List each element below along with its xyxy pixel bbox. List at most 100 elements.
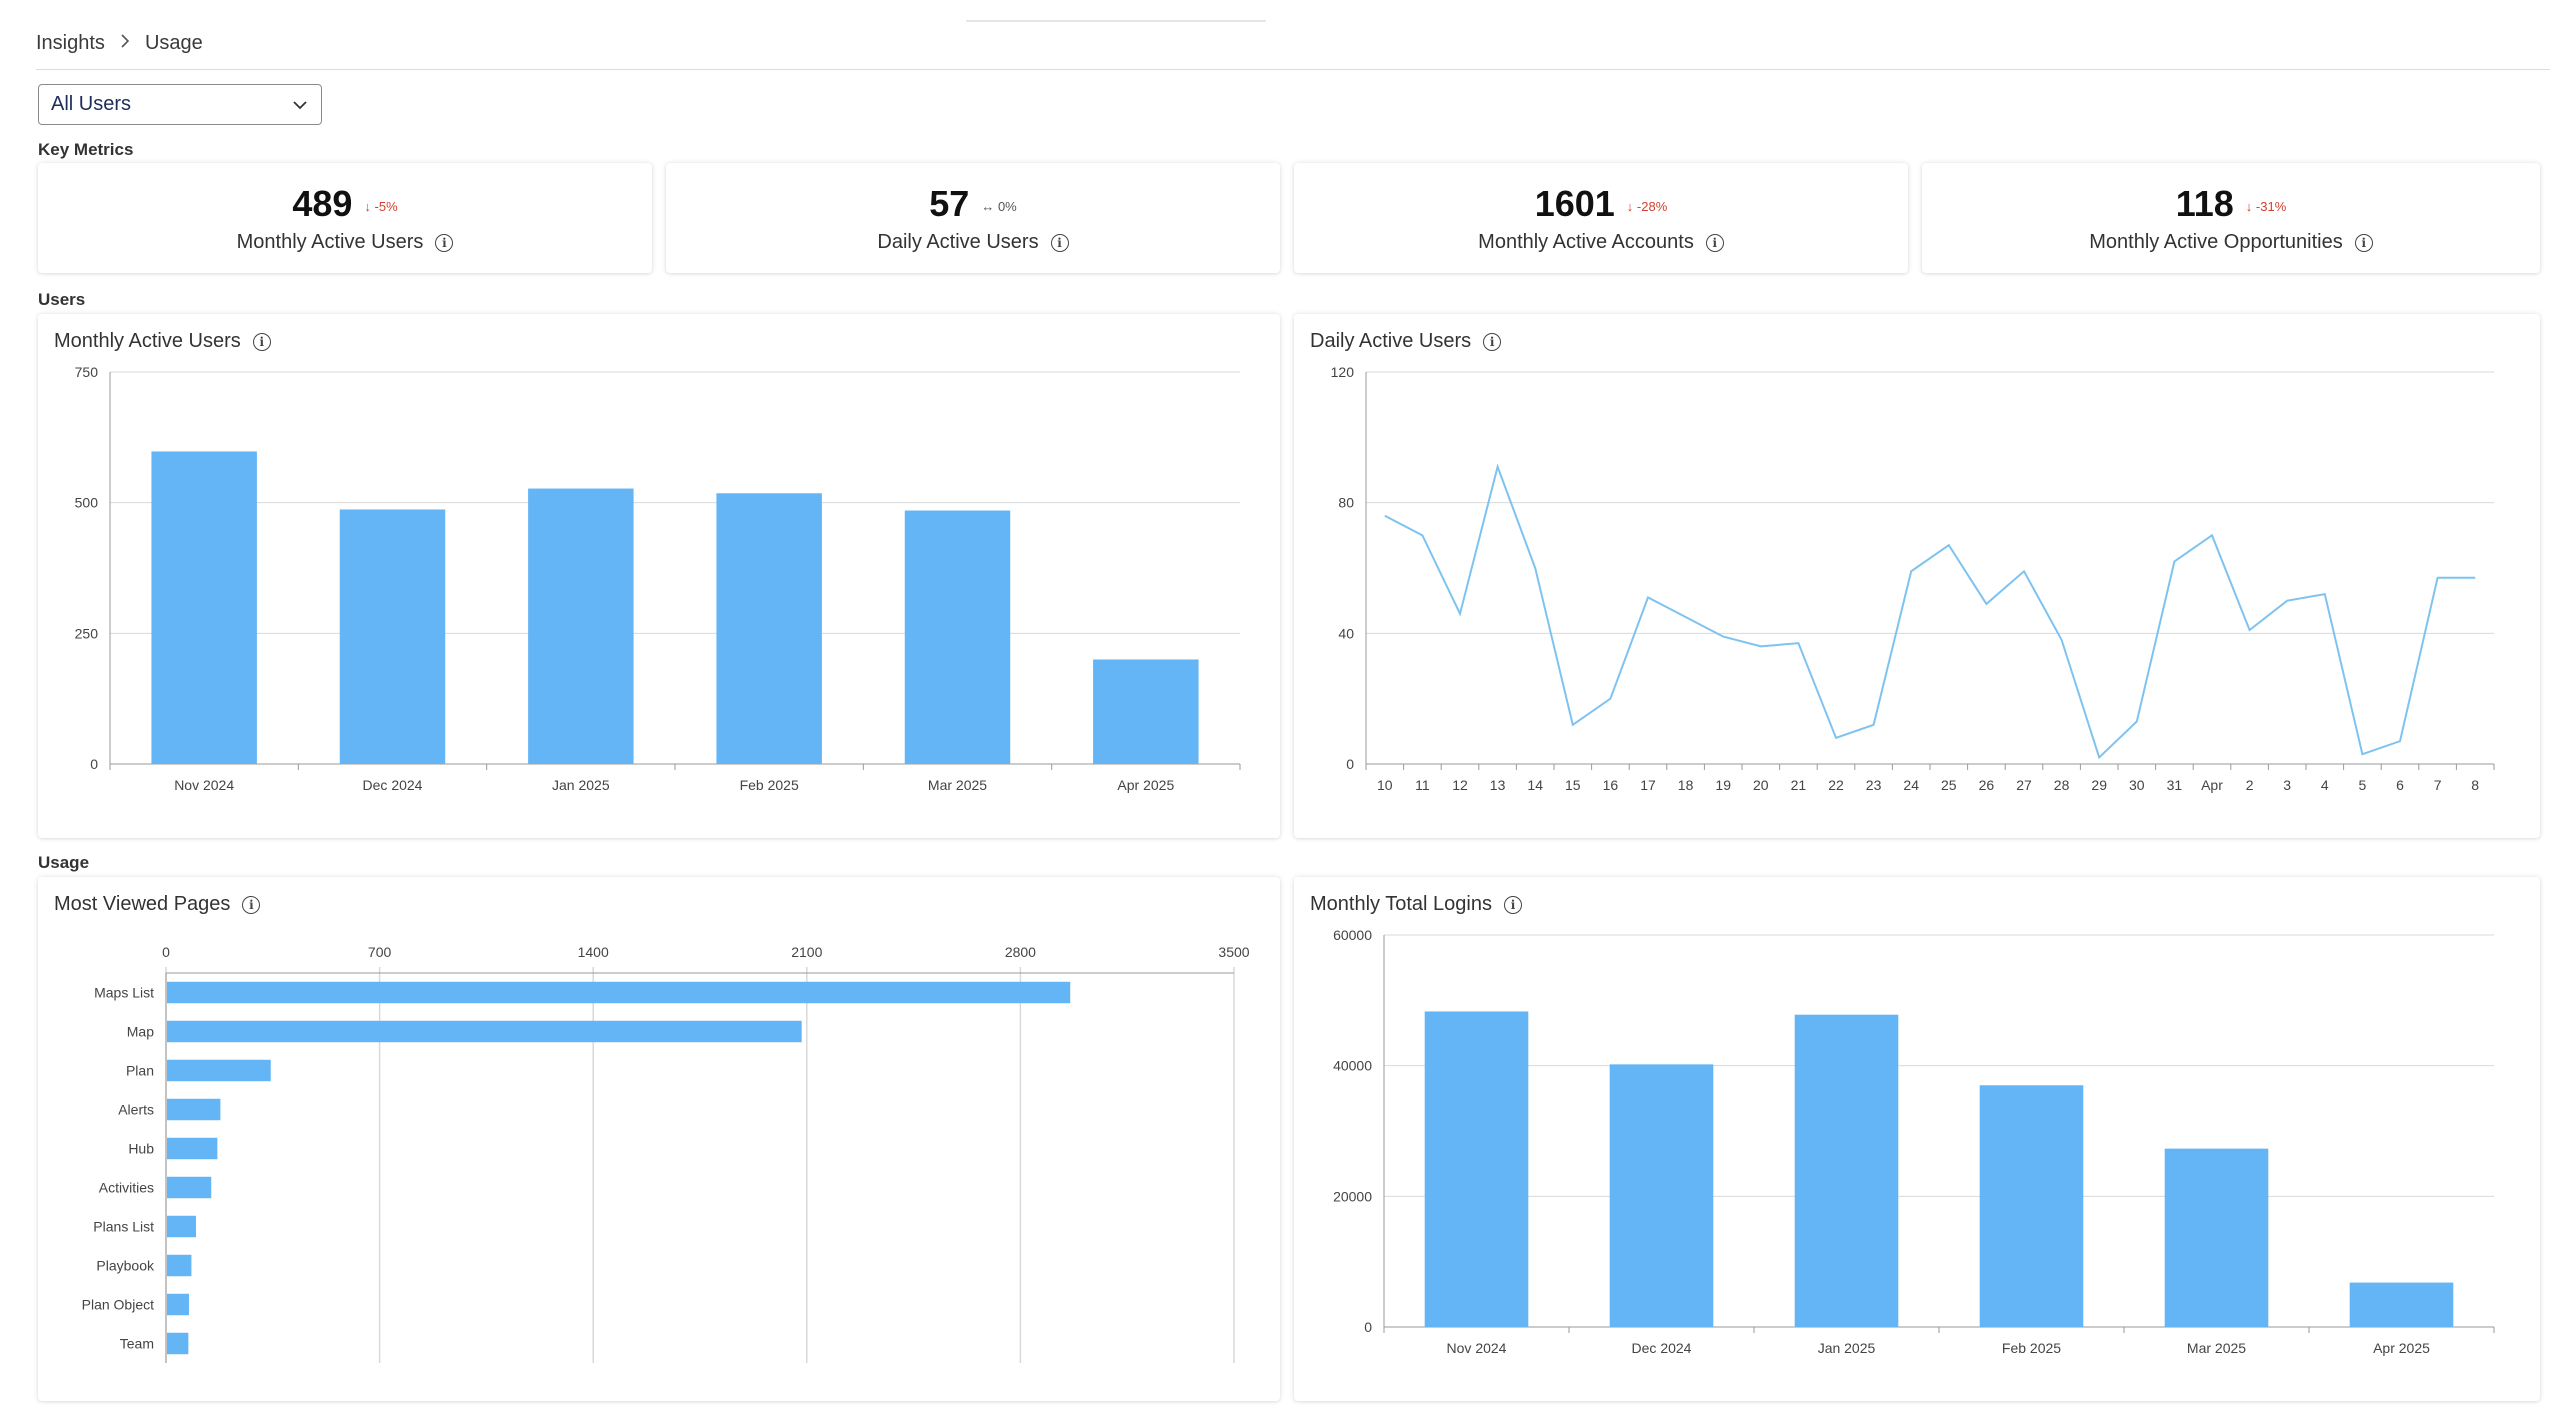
- bar: [167, 1059, 271, 1082]
- y-tick-label: Maps List: [94, 985, 154, 1001]
- chart-title: Monthly Total Logins: [1310, 893, 1492, 915]
- down-arrow-icon: ↓: [2245, 198, 2253, 214]
- info-icon[interactable]: i: [242, 895, 261, 914]
- most-viewed-pages-chart: 0 700 1400 2100 2800 3500 Maps List Map Plan Aler…: [82, 944, 1250, 1363]
- bar: [2164, 1148, 2269, 1327]
- y-tick-label: Playbook: [96, 1258, 155, 1274]
- chevron-down-icon: [293, 101, 307, 110]
- x-tick-label: 17: [1640, 777, 1656, 793]
- x-tick-label: 15: [1565, 777, 1581, 793]
- x-tick-label: 21: [1791, 777, 1807, 793]
- breadcrumb-separator-icon: [119, 32, 131, 55]
- info-icon[interactable]: i: [252, 332, 271, 351]
- x-tick-label: 6: [2396, 777, 2404, 793]
- chart-card-monthly-active-users: Monthly Active Users i 0 250 500 750 Nov 2024…: [38, 314, 1280, 838]
- x-tick-label: 0: [162, 944, 170, 960]
- bar: [167, 1332, 189, 1355]
- x-tick-label: 16: [1603, 777, 1619, 793]
- x-tick-label: 20: [1753, 777, 1769, 793]
- section-usage: Usage: [38, 853, 90, 872]
- y-tick-label: Plans List: [93, 1219, 154, 1235]
- metric-delta-value: -31%: [2255, 198, 2287, 214]
- info-icon[interactable]: i: [1050, 233, 1069, 252]
- bar: [167, 1176, 212, 1199]
- metric-value: 57: [929, 183, 970, 224]
- x-tick-label: 26: [1979, 777, 1995, 793]
- y-tick-label: Activities: [99, 1180, 154, 1196]
- metric-label: Monthly Active Opportunities: [2089, 231, 2343, 253]
- x-tick-label: 10: [1377, 777, 1393, 793]
- metric-value: 489: [292, 183, 353, 224]
- x-tick-label: 18: [1678, 777, 1694, 793]
- bar: [167, 1215, 196, 1238]
- monthly-active-users-chart: 0 250 500 750 Nov 2024 Dec 2024 Jan 2025 Feb 20…: [75, 364, 1241, 793]
- user-filter-value: All Users: [51, 93, 132, 115]
- info-icon[interactable]: i: [1705, 233, 1724, 252]
- x-tick-label: Dec 2024: [363, 777, 423, 793]
- info-icon[interactable]: i: [435, 233, 454, 252]
- series-line: [1384, 463, 2476, 760]
- info-icon[interactable]: i: [1483, 332, 1502, 351]
- y-tick-label: 0: [1346, 756, 1354, 772]
- metric-value: 118: [2175, 183, 2234, 224]
- info-icon[interactable]: i: [2354, 233, 2373, 252]
- chart-title: Monthly Active Users: [54, 330, 241, 352]
- y-tick-label: 60000: [1333, 927, 1372, 943]
- down-arrow-icon: ↓: [1626, 198, 1634, 214]
- y-tick-label: 80: [1338, 495, 1354, 511]
- x-tick-label: 7: [2434, 777, 2442, 793]
- bar: [716, 493, 822, 764]
- info-icon[interactable]: i: [1503, 895, 1522, 914]
- bar: [904, 510, 1011, 764]
- y-tick-label: 120: [1331, 364, 1355, 380]
- y-tick-label: Hub: [128, 1141, 154, 1157]
- x-tick-label: 3: [2283, 777, 2291, 793]
- section-users: Users: [38, 290, 86, 309]
- y-tick-label: 20000: [1333, 1188, 1372, 1204]
- x-tick-label: 28: [2054, 777, 2070, 793]
- metric-label: Monthly Active Accounts: [1478, 231, 1694, 253]
- metric-card-monthly-active-users: 489 ↓ -5% Monthly Active Users i: [38, 163, 652, 273]
- metric-card-daily-active-users: 57 ↔ 0% Daily Active Users i: [666, 163, 1280, 273]
- bar: [2349, 1282, 2454, 1327]
- chart-card-most-viewed-pages: Most Viewed Pages i 0 700 1400 2100 2800 3500 M…: [38, 877, 1280, 1401]
- left-right-arrow-icon: ↔: [981, 198, 995, 214]
- bar: [339, 509, 446, 764]
- y-tick-label: Alerts: [118, 1102, 154, 1118]
- bar: [151, 451, 257, 764]
- x-tick-label: Nov 2024: [1447, 1340, 1507, 1356]
- y-tick-label: 750: [75, 364, 99, 380]
- user-filter-select[interactable]: All Users: [38, 84, 322, 125]
- metric-label: Monthly Active Users: [236, 231, 424, 253]
- metric-value: 1601: [1534, 183, 1615, 224]
- metric-delta: ↓ -5%: [364, 199, 397, 214]
- chart-card-monthly-total-logins: Monthly Total Logins i 0 20000 40000 60000 No…: [1294, 877, 2540, 1401]
- bar: [1093, 659, 1199, 764]
- x-tick-label: 8: [2471, 777, 2479, 793]
- x-tick-label: 5: [2359, 777, 2367, 793]
- x-tick-label: Apr: [2201, 777, 2223, 793]
- x-tick-label: 4: [2321, 777, 2329, 793]
- x-tick-label: Apr 2025: [1117, 777, 1174, 793]
- bar: [528, 488, 634, 764]
- x-tick-label: 12: [1452, 777, 1468, 793]
- x-tick-label: 24: [1903, 777, 1919, 793]
- x-tick-label: 13: [1490, 777, 1506, 793]
- y-tick-label: Map: [127, 1024, 154, 1040]
- breadcrumb-insights[interactable]: Insights: [36, 31, 105, 54]
- chart-card-daily-active-users: Daily Active Users i 0 40 80 120 10 11 12 13 14 15…: [1294, 314, 2540, 838]
- x-tick-label: 19: [1715, 777, 1731, 793]
- x-tick-label: 22: [1828, 777, 1844, 793]
- section-key-metrics: Key Metrics: [38, 140, 134, 159]
- x-tick-label: Jan 2025: [1818, 1340, 1876, 1356]
- metric-card-monthly-active-accounts: 1601 ↓ -28% Monthly Active Accounts i: [1294, 163, 1908, 273]
- bar: [167, 1254, 192, 1277]
- y-tick-label: 250: [75, 625, 99, 641]
- bar: [1794, 1014, 1899, 1327]
- x-tick-label: 25: [1941, 777, 1957, 793]
- x-tick-label: 2100: [791, 944, 822, 960]
- x-tick-label: 30: [2129, 777, 2145, 793]
- bar: [1609, 1064, 1714, 1327]
- y-tick-label: 0: [90, 756, 98, 772]
- x-tick-label: 700: [368, 944, 392, 960]
